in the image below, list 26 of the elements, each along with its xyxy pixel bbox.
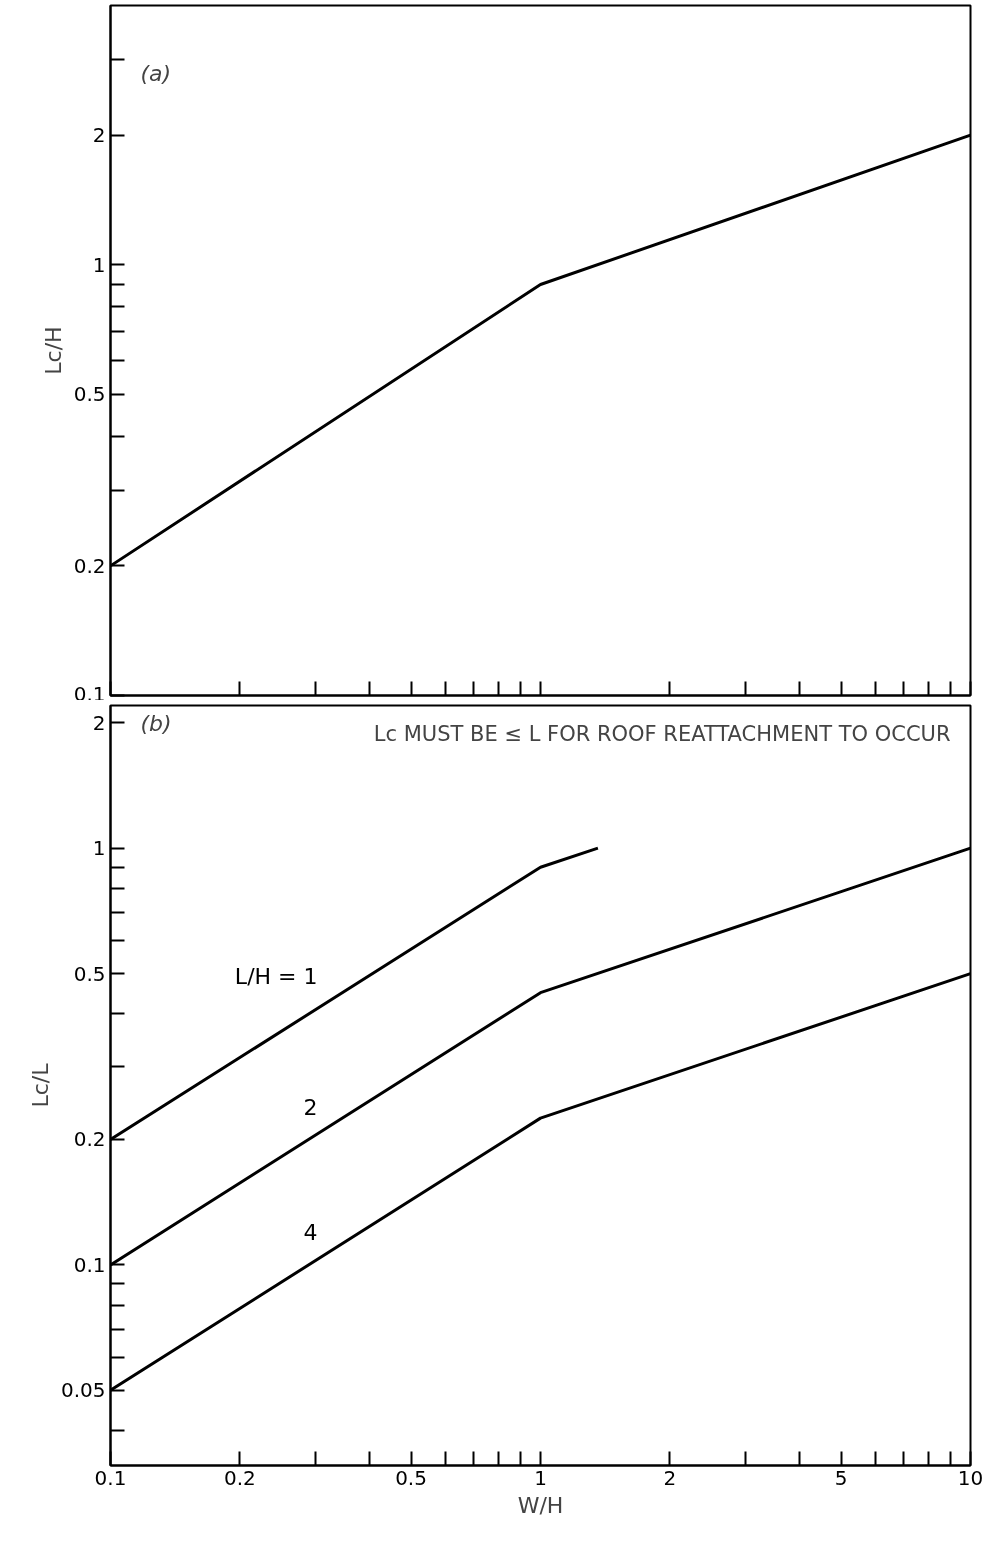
series-label: L/H = 1 bbox=[234, 964, 318, 990]
y-tick-label: 2 bbox=[92, 123, 106, 148]
y-axis-title: Lc/L bbox=[27, 1062, 53, 1108]
x-tick-label: 5 bbox=[834, 1465, 848, 1490]
y-tick-label: 0.2 bbox=[73, 1127, 106, 1152]
y-tick-label: 1 bbox=[92, 252, 106, 277]
annotation: (b) bbox=[140, 710, 172, 736]
y-tick-label: 0.1 bbox=[73, 1252, 106, 1277]
series-label: 4 bbox=[303, 1220, 318, 1246]
x-tick-label: 10 bbox=[957, 1465, 984, 1490]
y-tick-label: 0.5 bbox=[73, 382, 106, 407]
annotation: Lc MUST BE ≤ L FOR ROOF REATTACHMENT TO OCCUR bbox=[373, 721, 951, 746]
x-tick-label: 0.5 bbox=[395, 1465, 427, 1490]
y-tick-label: 2 bbox=[92, 710, 106, 735]
y-tick-label: 0.2 bbox=[73, 553, 106, 578]
y-tick-label: 1 bbox=[92, 836, 106, 861]
y-tick-label: 0.1 bbox=[73, 681, 106, 706]
x-tick-label: 2 bbox=[663, 1465, 677, 1490]
annotation: (a) bbox=[140, 60, 172, 86]
y-tick-label: 0.5 bbox=[73, 961, 106, 986]
y-axis-title: Lc/H bbox=[40, 326, 66, 375]
x-tick-label: 1 bbox=[534, 1465, 547, 1490]
x-axis-title: W/H bbox=[517, 1492, 564, 1518]
x-tick-label: 0.2 bbox=[224, 1465, 256, 1490]
y-tick-label: 0.05 bbox=[60, 1378, 106, 1403]
series-label: 2 bbox=[303, 1094, 318, 1120]
